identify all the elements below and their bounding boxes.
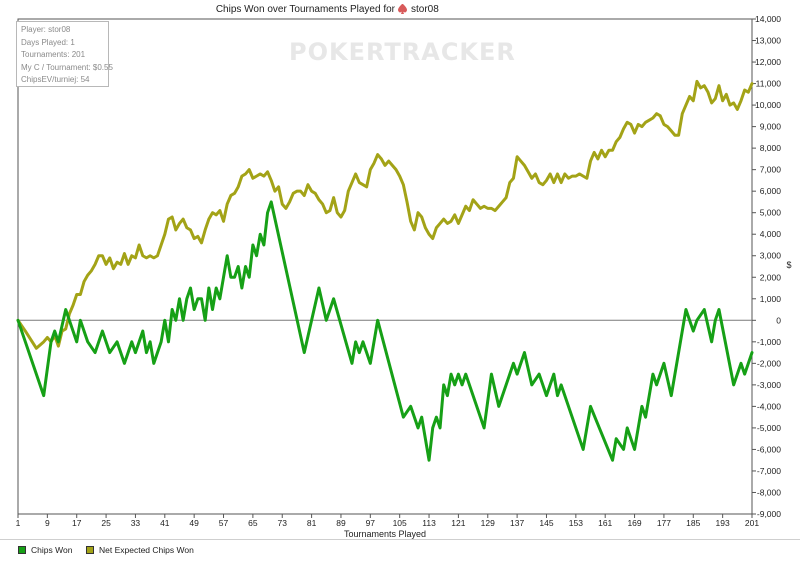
x-tick-label: 89 xyxy=(336,518,346,528)
y-tick-label: 9,000 xyxy=(760,122,782,132)
y-tick-label: -9,000 xyxy=(757,509,781,519)
y-tick-label: 2,000 xyxy=(760,272,782,282)
legend-label-net-expected: Net Expected Chips Won xyxy=(99,545,194,555)
series-chips-won-line xyxy=(16,200,754,462)
x-axis-ticks: 1 9 17 25 33 41 49 57 65 73 81 89 97 105 113 121 129 137 1… xyxy=(16,514,759,528)
x-tick-label: 193 xyxy=(716,518,730,528)
x-tick-label: 81 xyxy=(307,518,317,528)
info-tournaments: Tournaments: 201 xyxy=(21,50,86,60)
x-tick-label: 201 xyxy=(745,518,759,528)
y-tick-label: 8,000 xyxy=(760,143,782,153)
info-chips-ev: ChipsEV/turniej: 54 xyxy=(21,75,90,85)
x-tick-label: 33 xyxy=(131,518,141,528)
x-tick-label: 65 xyxy=(248,518,258,528)
x-tick-label: 145 xyxy=(539,518,553,528)
x-tick-label: 153 xyxy=(569,518,583,528)
series-net-expected-line xyxy=(16,79,754,350)
x-tick-label: 41 xyxy=(160,518,170,528)
y-tick-label: 6,000 xyxy=(760,186,782,196)
info-days-played: Days Played: 1 xyxy=(21,37,75,47)
plot-frame xyxy=(17,18,753,515)
legend-swatch-chips-won xyxy=(18,546,26,554)
player-info-box: Player: stor08 Days Played: 1 Tournament… xyxy=(16,21,113,87)
y-tick-label: -6,000 xyxy=(757,444,781,454)
y-tick-label: 3,000 xyxy=(760,251,782,261)
y-tick-label: 12,000 xyxy=(755,57,781,67)
chart-title: Chips Won over Tournaments Played for xyxy=(216,4,396,15)
y-tick-label: 1,000 xyxy=(760,294,782,304)
legend-label-chips-won: Chips Won xyxy=(31,545,73,555)
y-tick-label: 11,000 xyxy=(756,79,782,89)
x-tick-label: 137 xyxy=(510,518,524,528)
x-tick-label: 105 xyxy=(393,518,407,528)
x-tick-label: 25 xyxy=(101,518,111,528)
x-tick-label: 113 xyxy=(422,518,436,528)
y-tick-label: 14,000 xyxy=(755,14,781,24)
spade-icon-shape xyxy=(398,4,407,14)
x-tick-label: 121 xyxy=(451,518,465,528)
series-layer xyxy=(16,79,754,462)
y-tick-label: -3,000 xyxy=(757,380,781,390)
legend: Chips Won Net Expected Chips Won xyxy=(0,539,800,563)
y-axis-label: $ xyxy=(786,260,791,270)
x-tick-label: 57 xyxy=(219,518,229,528)
x-tick-label: 169 xyxy=(627,518,641,528)
y-tick-label: -1,000 xyxy=(757,337,781,347)
x-tick-label: 73 xyxy=(278,518,288,528)
y-tick-label: -5,000 xyxy=(757,423,781,433)
y-tick-label: 4,000 xyxy=(760,229,782,239)
x-tick-label: 177 xyxy=(657,518,671,528)
y-tick-label: 5,000 xyxy=(760,208,782,218)
x-tick-label: 129 xyxy=(481,518,495,528)
info-my-c: My C / Tournament: $0.55 xyxy=(21,62,113,72)
legend-swatch-net-expected xyxy=(86,546,94,554)
spade-icon xyxy=(398,4,407,14)
x-tick-label: 161 xyxy=(598,518,612,528)
y-tick-label: -8,000 xyxy=(757,487,781,497)
chart-player-name: stor08 xyxy=(411,4,439,15)
y-tick-label: 10,000 xyxy=(755,100,781,110)
watermark-logo: POKERTRACKER xyxy=(289,38,516,66)
x-tick-label: 17 xyxy=(72,518,82,528)
y-tick-label: 7,000 xyxy=(760,165,782,175)
y-tick-label: -7,000 xyxy=(757,466,781,476)
x-tick-label: 185 xyxy=(686,518,700,528)
y-tick-label: 0 xyxy=(776,315,781,325)
x-tick-label: 1 xyxy=(16,518,21,528)
y-axis-ticks: -9,000 -8,000 -7,000 -6,000 -5,000 -4,000 -3,0… xyxy=(752,14,781,519)
y-tick-label: -4,000 xyxy=(757,401,781,411)
y-tick-label: -2,000 xyxy=(757,358,781,368)
x-axis-label: Tournaments Played xyxy=(344,529,426,539)
legend-item-chips-won[interactable]: Chips Won xyxy=(18,545,72,555)
y-tick-label: 13,000 xyxy=(755,36,781,46)
x-tick-label: 9 xyxy=(45,518,50,528)
axes xyxy=(17,18,753,515)
legend-item-net-expected[interactable]: Net Expected Chips Won xyxy=(86,545,194,555)
x-tick-label: 49 xyxy=(189,518,199,528)
x-tick-label: 97 xyxy=(366,518,376,528)
info-player: Player: stor08 xyxy=(21,25,71,34)
